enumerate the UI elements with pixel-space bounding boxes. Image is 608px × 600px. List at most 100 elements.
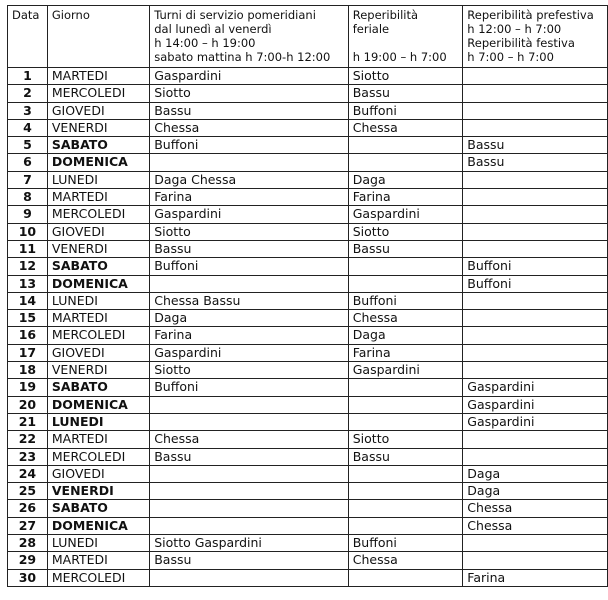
cell-feriale <box>347 257 464 276</box>
cell-day: DOMENICA <box>46 516 151 536</box>
table-row: 8 MARTEDI Farina Farina <box>7 188 608 207</box>
table-row: 20 DOMENICA Gaspardini <box>7 395 608 414</box>
cell-turni: Chessa Bassu <box>149 291 349 311</box>
cell-festiva: Bassu <box>462 153 608 172</box>
cell-day: MARTEDI <box>46 309 151 328</box>
cell-day: GIOVEDI <box>46 464 151 484</box>
cell-day: VENERDI <box>46 361 151 380</box>
schedule-table: Data Giorno Turni di servizio pomeridian… <box>7 5 608 587</box>
cell-day: SABATO <box>46 378 151 397</box>
header-feriale-line <box>353 36 459 50</box>
table-row: 26 SABATO Chessa <box>7 499 608 518</box>
cell-festiva <box>462 84 608 103</box>
header-feriale-line: feriale <box>352 22 390 36</box>
cell-day: MERCOLEDI <box>46 205 151 224</box>
cell-turni: Siotto <box>149 84 349 103</box>
cell-feriale: Farina <box>347 188 464 207</box>
header-festiva-line: Reperibilità prefestiva <box>467 8 594 22</box>
cell-turni: Farina <box>149 188 349 207</box>
cell-festiva <box>462 447 608 466</box>
cell-turni: Bassu <box>149 101 349 120</box>
cell-day: MERCOLEDI <box>46 447 151 466</box>
cell-feriale: Gaspardini <box>347 205 464 224</box>
cell-date: 4 <box>7 118 48 138</box>
header-feriale-line: Reperibilità <box>352 8 419 22</box>
header-giorno: Giorno <box>46 5 151 68</box>
cell-date: 5 <box>7 136 48 155</box>
cell-feriale <box>347 378 464 397</box>
cell-feriale: Chessa <box>347 118 464 138</box>
cell-feriale: Bassu <box>347 447 464 466</box>
cell-day: VENERDI <box>46 118 151 138</box>
cell-day: MARTEDI <box>46 430 151 449</box>
header-turni-line: h 14:00 – h 19:00 <box>154 36 256 50</box>
cell-turni <box>149 568 349 587</box>
cell-feriale <box>347 395 464 414</box>
table-row: 9 MERCOLEDI Gaspardini Gaspardini <box>7 205 608 224</box>
cell-festiva: Bassu <box>462 136 608 155</box>
cell-feriale: Buffoni <box>347 291 464 311</box>
cell-festiva <box>462 361 608 380</box>
table-row: 10 GIOVEDI Siotto Siotto <box>7 222 608 241</box>
cell-turni: Bassu <box>149 239 349 259</box>
header-turni: Turni di servizio pomeridiani dal lunedì… <box>149 5 349 68</box>
cell-day: GIOVEDI <box>46 343 151 363</box>
cell-festiva <box>462 205 608 224</box>
cell-festiva <box>462 291 608 311</box>
table-row: 12 SABATO Buffoni Buffoni <box>7 257 608 276</box>
cell-feriale: Gaspardini <box>347 361 464 380</box>
cell-date: 3 <box>7 101 48 120</box>
table-row: 11 VENERDI Bassu Bassu <box>7 239 608 259</box>
table-row: 16 MERCOLEDI Farina Daga <box>7 326 608 345</box>
cell-feriale <box>347 136 464 155</box>
cell-feriale <box>347 153 464 172</box>
cell-feriale: Buffoni <box>347 101 464 120</box>
cell-turni: Buffoni <box>149 378 349 397</box>
header-feriale-line: h 19:00 – h 7:00 <box>352 50 447 64</box>
cell-turni: Farina <box>149 326 349 345</box>
cell-festiva: Daga <box>462 482 608 501</box>
cell-day: MARTEDI <box>46 551 151 570</box>
cell-festiva: Gaspardini <box>462 378 608 397</box>
cell-date: 7 <box>7 170 48 190</box>
cell-turni: Daga Chessa <box>149 170 349 190</box>
cell-feriale: Siotto <box>347 222 464 241</box>
cell-day: MARTEDI <box>46 188 151 207</box>
cell-day: LUNEDI <box>46 291 151 311</box>
cell-feriale: Siotto <box>347 430 464 449</box>
header-feriale: Reperibilità feriale h 19:00 – h 7:00 <box>347 5 464 68</box>
table-row: 2 MERCOLEDI Siotto Bassu <box>7 84 608 103</box>
header-data: Data <box>7 5 48 68</box>
cell-turni <box>149 482 349 501</box>
cell-feriale <box>347 568 464 587</box>
cell-turni: Bassu <box>149 447 349 466</box>
cell-date: 30 <box>7 568 48 587</box>
cell-feriale: Chessa <box>347 551 464 570</box>
table-row: 29 MARTEDI Bassu Chessa <box>7 551 608 570</box>
cell-date: 9 <box>7 205 48 224</box>
cell-turni: Gaspardini <box>149 343 349 363</box>
cell-festiva <box>462 239 608 259</box>
cell-day: DOMENICA <box>46 153 151 172</box>
cell-turni <box>149 464 349 484</box>
cell-feriale <box>347 274 464 293</box>
cell-feriale: Farina <box>347 343 464 363</box>
cell-festiva: Daga <box>462 464 608 484</box>
cell-date: 1 <box>7 66 48 86</box>
cell-turni: Siotto <box>149 361 349 380</box>
cell-festiva <box>462 222 608 241</box>
cell-turni <box>149 412 349 432</box>
cell-day: SABATO <box>46 136 151 155</box>
cell-day: MARTEDI <box>46 66 151 86</box>
header-festiva-line: h 7:00 – h 7:00 <box>467 50 554 64</box>
cell-turni: Buffoni <box>149 257 349 276</box>
cell-date: 6 <box>7 153 48 172</box>
cell-festiva <box>462 430 608 449</box>
cell-festiva <box>462 118 608 138</box>
cell-date: 25 <box>7 482 48 501</box>
cell-festiva <box>462 534 608 553</box>
cell-turni: Bassu <box>149 551 349 570</box>
cell-turni: Chessa <box>149 430 349 449</box>
cell-feriale: Bassu <box>347 239 464 259</box>
cell-festiva: Buffoni <box>462 257 608 276</box>
